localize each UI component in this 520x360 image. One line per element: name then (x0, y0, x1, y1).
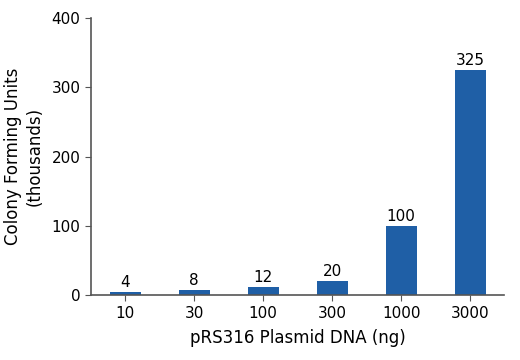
Text: 4: 4 (121, 275, 130, 291)
Bar (248, 287, 279, 295)
Text: 325: 325 (456, 53, 485, 68)
X-axis label: pRS316 Plasmid DNA (ng): pRS316 Plasmid DNA (ng) (190, 329, 406, 347)
Bar (386, 226, 417, 295)
Text: 12: 12 (254, 270, 273, 285)
Text: 20: 20 (322, 264, 342, 279)
Bar (179, 290, 210, 295)
Text: 8: 8 (189, 273, 199, 288)
Text: 100: 100 (387, 209, 415, 224)
Y-axis label: Colony Forming Units
(thousands): Colony Forming Units (thousands) (5, 68, 43, 245)
Bar (317, 282, 348, 295)
Bar (454, 70, 486, 295)
Bar (110, 292, 141, 295)
